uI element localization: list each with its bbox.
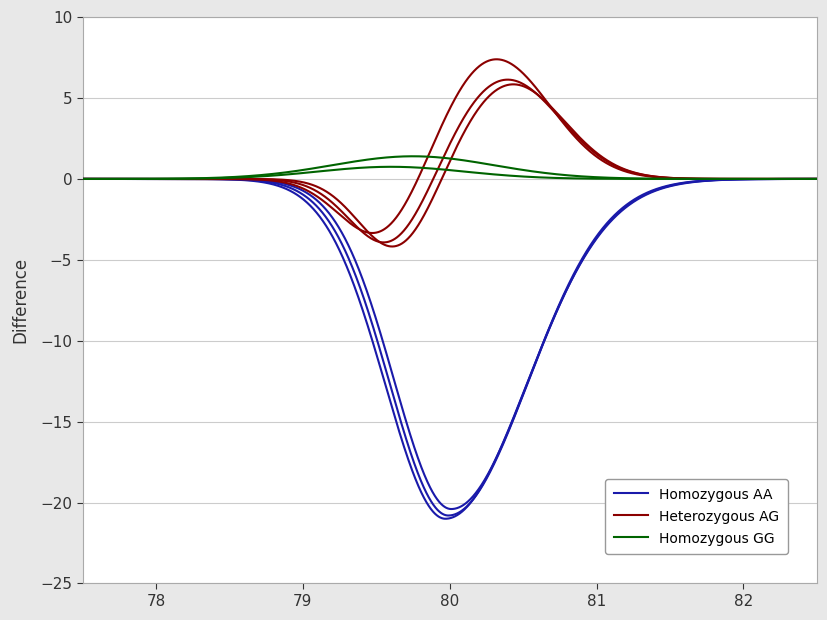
Line: Homozygous AA: Homozygous AA [53, 179, 827, 519]
Homozygous AA [386, 403, 396, 410]
Heterozygous AG [491, 56, 501, 63]
Heterozygous AG [825, 175, 827, 183]
Homozygous GG [739, 175, 749, 183]
Homozygous GG [48, 175, 58, 183]
Homozygous AA [825, 175, 827, 183]
Homozygous GG [185, 175, 195, 182]
Y-axis label: Difference: Difference [11, 257, 29, 343]
Homozygous GG [825, 175, 827, 183]
Homozygous AA [440, 515, 450, 523]
Homozygous GG [352, 157, 362, 165]
Heterozygous AG [352, 224, 362, 232]
Homozygous GG [139, 175, 149, 182]
Heterozygous AG [366, 229, 376, 237]
Heterozygous AG [740, 175, 750, 183]
Heterozygous AG [185, 175, 195, 183]
Homozygous AA [139, 175, 149, 183]
Heterozygous AG [386, 219, 396, 226]
Line: Homozygous GG: Homozygous GG [53, 156, 827, 179]
Homozygous AA [48, 175, 58, 183]
Homozygous AA [185, 175, 195, 183]
Line: Heterozygous AG: Heterozygous AG [53, 60, 827, 233]
Homozygous AA [739, 175, 749, 183]
Homozygous GG [386, 153, 396, 161]
Heterozygous AG [139, 175, 149, 183]
Homozygous AA [352, 291, 362, 298]
Legend: Homozygous AA, Heterozygous AG, Homozygous GG: Homozygous AA, Heterozygous AG, Homozygo… [605, 479, 787, 554]
Heterozygous AG [48, 175, 58, 183]
Homozygous GG [408, 153, 418, 160]
